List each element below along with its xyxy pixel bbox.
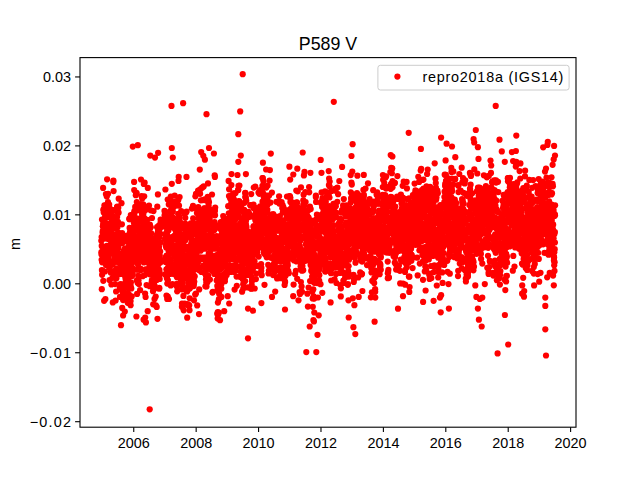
svg-text:2016: 2016 xyxy=(430,435,462,451)
svg-text:2008: 2008 xyxy=(180,435,212,451)
svg-text:2006: 2006 xyxy=(118,435,150,451)
svg-text:−0.02: −0.02 xyxy=(30,414,71,430)
svg-text:2020: 2020 xyxy=(555,435,587,451)
svg-text:2012: 2012 xyxy=(305,435,337,451)
svg-text:repro2018a (IGS14): repro2018a (IGS14) xyxy=(422,69,563,85)
svg-text:2018: 2018 xyxy=(492,435,524,451)
svg-text:2010: 2010 xyxy=(243,435,275,451)
svg-text:0.01: 0.01 xyxy=(43,207,71,223)
svg-text:0.02: 0.02 xyxy=(43,138,71,154)
svg-text:P589 V: P589 V xyxy=(299,34,357,54)
svg-text:−0.01: −0.01 xyxy=(30,345,71,361)
svg-text:0.03: 0.03 xyxy=(43,69,71,85)
svg-text:0.00: 0.00 xyxy=(43,276,71,292)
svg-text:m: m xyxy=(7,238,23,250)
svg-text:2014: 2014 xyxy=(367,435,399,451)
